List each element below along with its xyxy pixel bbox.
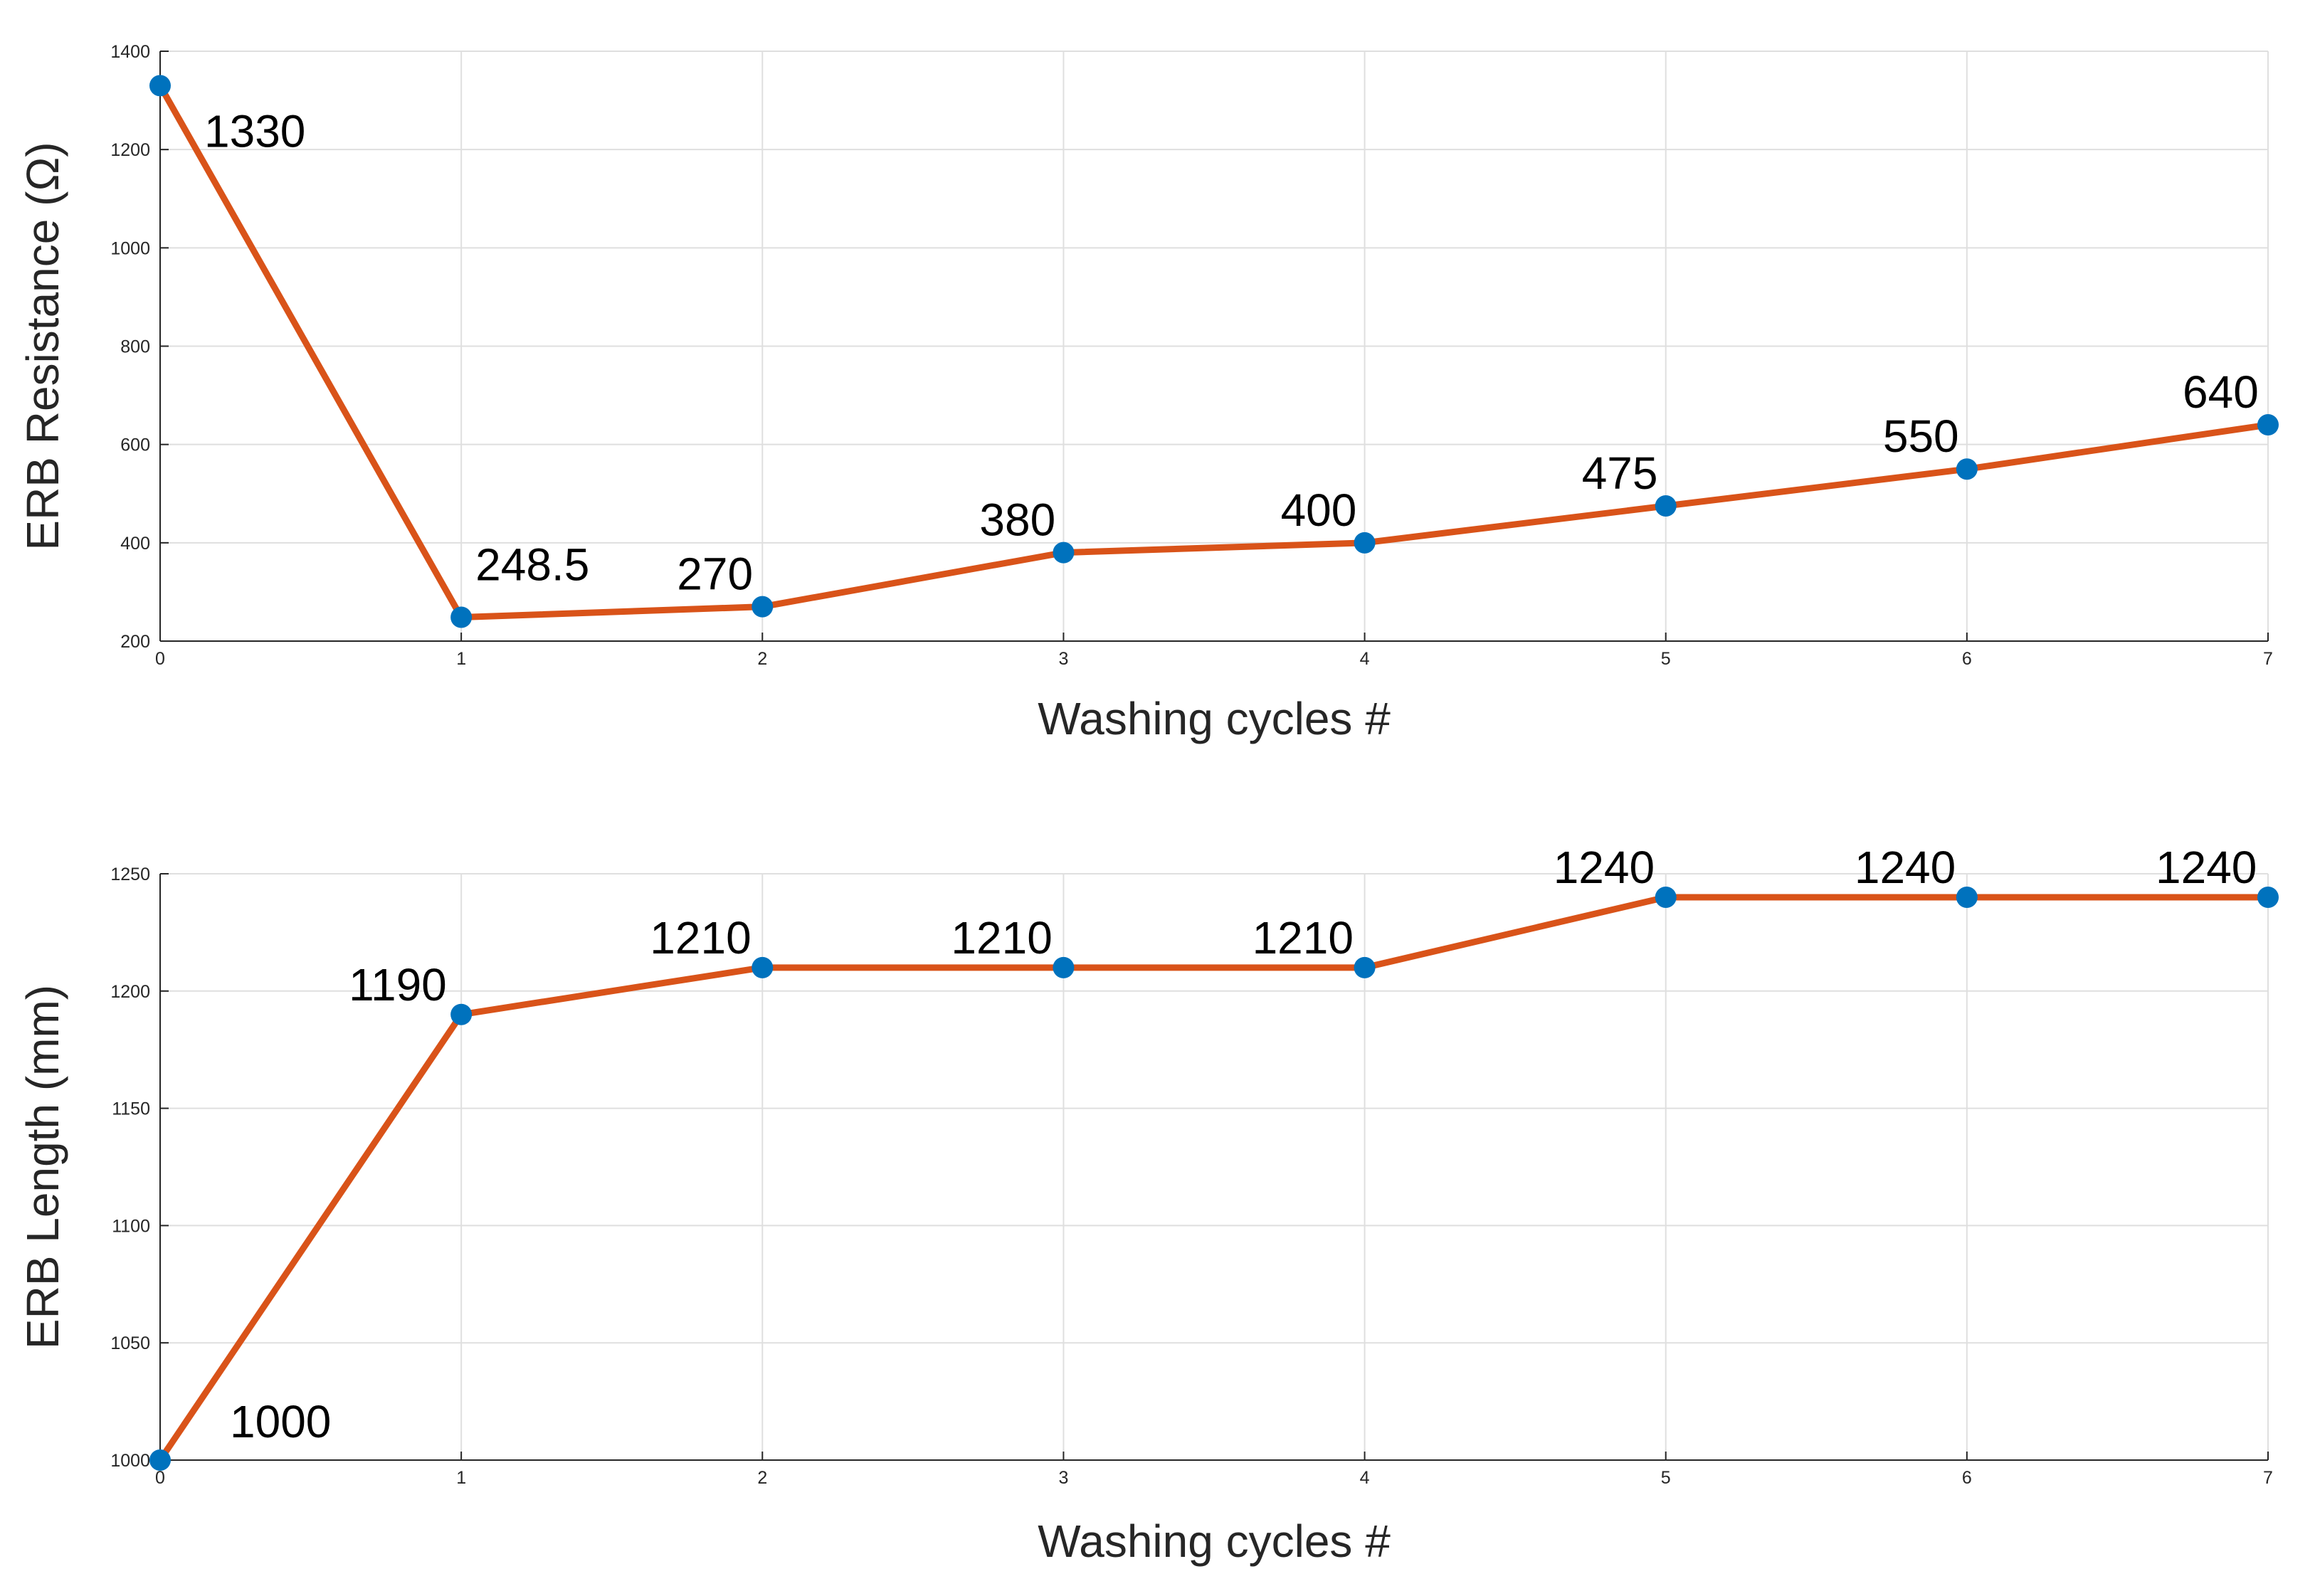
length-data-label: 1240 [2156, 842, 2257, 893]
length-x-tick-label: 6 [1962, 1468, 1972, 1488]
resistance-y-axis-label: ERB Resistance (Ω) [17, 142, 68, 550]
resistance-y-tick-label: 400 [120, 534, 150, 554]
resistance-data-label: 270 [677, 549, 753, 600]
resistance-data-label: 550 [1883, 411, 1959, 462]
resistance-y-tick-label: 600 [120, 435, 150, 455]
resistance-x-tick-label: 6 [1962, 649, 1972, 669]
length-y-tick-label: 1250 [110, 865, 150, 884]
resistance-data-label: 1330 [204, 105, 305, 157]
resistance-y-tick-label: 1400 [110, 42, 150, 62]
resistance-data-label: 400 [1281, 485, 1357, 536]
length-data-point [2257, 886, 2279, 908]
resistance-x-tick-label: 5 [1661, 649, 1671, 669]
resistance-y-tick-label: 1000 [110, 238, 150, 258]
resistance-data-point [450, 606, 473, 628]
length-data-label: 1190 [349, 959, 447, 1010]
length-data-label: 1210 [1253, 912, 1354, 963]
length-y-tick-label: 1050 [110, 1333, 150, 1353]
resistance-data-label: 380 [979, 495, 1055, 546]
length-data-point [1053, 956, 1075, 978]
resistance-data-point [1354, 532, 1376, 554]
resistance-data-point [752, 596, 774, 618]
resistance-x-tick-label: 7 [2263, 649, 2273, 669]
resistance-x-tick-label: 4 [1360, 649, 1370, 669]
length-data-point [752, 956, 774, 978]
length-x-tick-label: 3 [1058, 1468, 1068, 1488]
length-x-tick-label: 5 [1661, 1468, 1671, 1488]
resistance-x-tick-label: 0 [155, 649, 165, 669]
length-plot-area [160, 874, 2268, 1460]
length-x-tick-label: 4 [1360, 1468, 1370, 1488]
resistance-y-tick-label: 800 [120, 337, 150, 357]
resistance-x-axis-label: Washing cycles # [1038, 693, 1391, 744]
length-x-tick-label: 1 [456, 1468, 466, 1488]
length-y-tick-label: 1200 [110, 982, 150, 1002]
resistance-x-tick-label: 3 [1058, 649, 1068, 669]
length-data-label: 1240 [1855, 842, 1956, 893]
resistance-y-tick-label: 200 [120, 632, 150, 652]
resistance-x-tick-label: 1 [456, 649, 466, 669]
resistance-panel: 0 1 2 3 4 5 6 7 200 400 600 800 1000 1200 1400 Washing … [17, 42, 2279, 744]
length-x-axis-label: Washing cycles # [1038, 1516, 1391, 1567]
length-y-tick-label: 1100 [112, 1216, 150, 1236]
resistance-data-label: 640 [2183, 366, 2259, 418]
length-x-tick-label: 2 [757, 1468, 767, 1488]
length-y-tick-label: 1000 [110, 1451, 150, 1471]
resistance-data-point [1956, 458, 1978, 480]
length-data-point [149, 1449, 171, 1471]
resistance-data-point [1655, 495, 1677, 517]
length-x-tick-label: 0 [155, 1468, 165, 1488]
length-x-tick-label: 7 [2263, 1468, 2273, 1488]
length-data-point [1655, 886, 1677, 908]
length-series-line [157, 894, 2272, 1464]
resistance-data-point [1053, 541, 1075, 564]
length-data-label: 1240 [1554, 842, 1655, 893]
length-data-label: 1000 [230, 1396, 331, 1447]
resistance-x-tick-label: 2 [757, 649, 767, 669]
length-y-axis-label: ERB Length (mm) [17, 985, 68, 1349]
length-data-point [1956, 886, 1978, 908]
length-data-point [1354, 956, 1376, 978]
resistance-series-line [157, 82, 2272, 620]
length-y-tick-label: 1150 [112, 1099, 150, 1119]
resistance-data-point [2257, 414, 2279, 436]
resistance-data-point [149, 75, 171, 97]
resistance-data-label: 248.5 [475, 539, 589, 590]
resistance-y-tick-label: 1200 [110, 140, 150, 160]
length-data-point [450, 1003, 473, 1025]
length-data-label: 1210 [650, 912, 751, 963]
length-panel: 0 1 2 3 4 5 6 7 1000 1050 1100 1150 1200 1250 Washing … [17, 842, 2279, 1567]
resistance-data-label: 475 [1582, 448, 1658, 499]
length-data-label: 1210 [951, 912, 1052, 963]
